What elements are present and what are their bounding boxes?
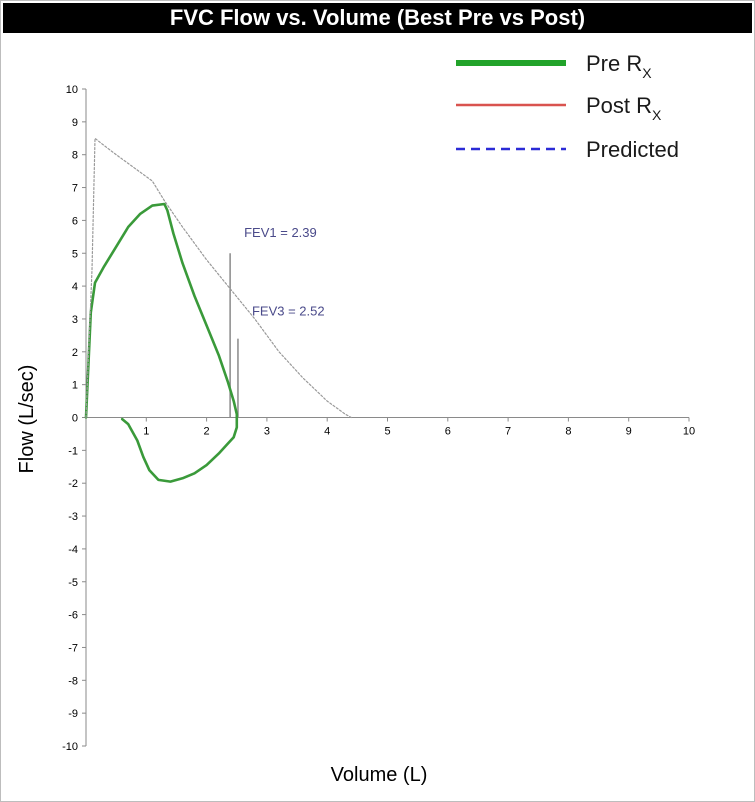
y-tick-label: -5 [68,577,78,589]
y-tick-label: 5 [72,248,78,260]
y-tick-label: -1 [68,445,78,457]
y-tick-label: 10 [66,84,78,96]
x-tick-label: 3 [264,426,270,438]
legend-label-predicted: Predicted [586,137,679,162]
series-lines [84,137,352,483]
legend-subscript: X [642,65,652,81]
fev-annotation-label: FEV1 = 2.39 [244,225,317,240]
y-tick-label: -4 [68,544,78,556]
x-axis-label: Volume (L) [331,764,428,786]
chart-title: FVC Flow vs. Volume (Best Pre vs Post) [3,3,752,33]
x-tick-label: 4 [324,426,330,438]
y-tick-label: 2 [72,347,78,359]
x-tick-label: 8 [565,426,571,438]
legend-label-post: Post RX [586,93,662,123]
y-tick-label: 1 [72,380,78,392]
y-tick-label: 0 [72,413,78,425]
y-axis-label: Flow (L/sec) [16,365,38,474]
x-tick-label: 5 [384,426,390,438]
annotations: FEV1 = 2.39 FEV3 = 2.52 [229,225,325,418]
x-tick-label: 9 [626,426,632,438]
y-tick-label: 3 [72,314,78,326]
y-tick-label: 6 [72,215,78,227]
y-tick-label: -10 [62,741,78,753]
series-pre-line [84,202,239,483]
y-tick-label: -9 [68,708,78,720]
legend-subscript: X [652,107,662,123]
series-predicted-line [85,137,352,419]
y-tick-label: 8 [72,150,78,162]
y-tick-label: -3 [68,511,78,523]
x-tick-label: 2 [204,426,210,438]
y-tick-label: 4 [72,281,78,293]
legend-name: Predicted [586,137,679,162]
y-tick-label: -7 [68,642,78,654]
y-tick-label: 7 [72,183,78,195]
fev-annotation-label: FEV3 = 2.52 [252,304,325,319]
y-tick-label: -6 [68,610,78,622]
y-tick-label: 9 [72,117,78,129]
x-tick-label: 1 [143,426,149,438]
y-tick-label: -2 [68,478,78,490]
y-tick-label: -8 [68,675,78,687]
legend-label-pre: Pre RX [586,51,652,81]
legend-name: Post R [586,93,652,118]
legend-name: Pre R [586,51,642,76]
x-tick-label: 10 [683,426,695,438]
x-tick-label: 7 [505,426,511,438]
x-tick-label: 6 [445,426,451,438]
